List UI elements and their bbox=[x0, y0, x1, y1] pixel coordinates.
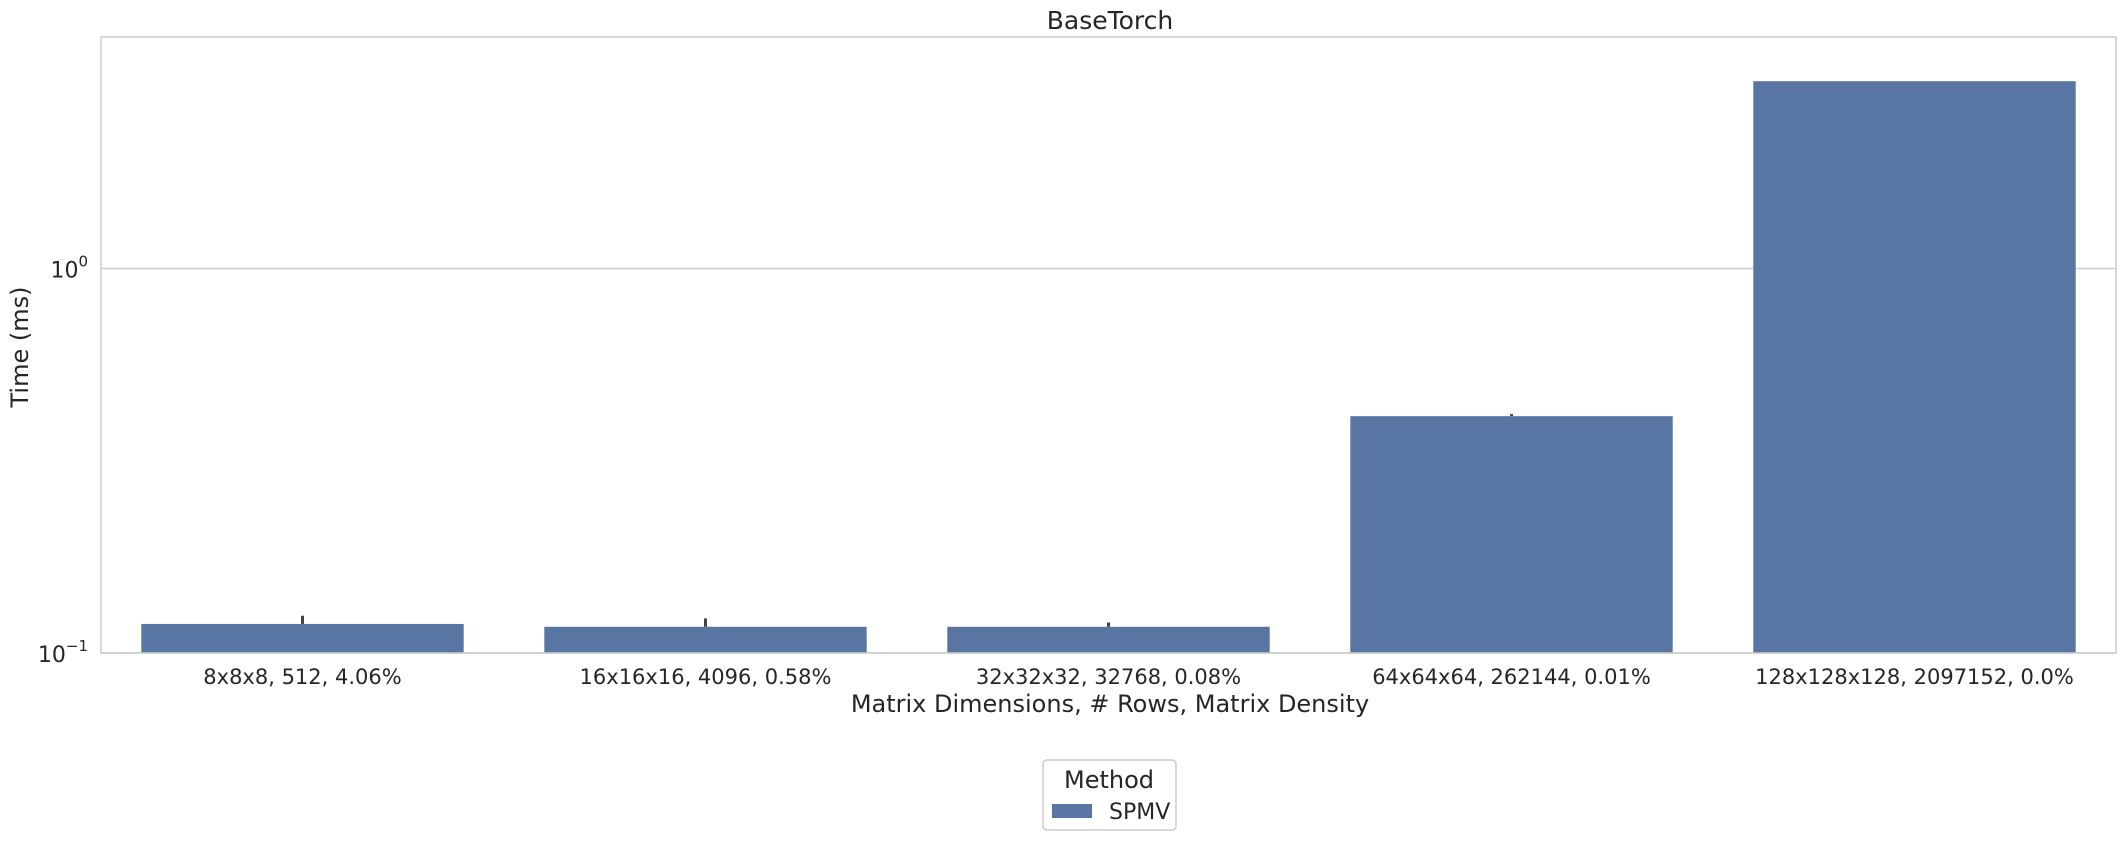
x-tick-label: 8x8x8, 512, 4.06% bbox=[203, 665, 401, 689]
y-tick-label: 10−1 bbox=[38, 637, 88, 668]
y-axis-label: Time (ms) bbox=[6, 287, 34, 409]
error-bars bbox=[301, 414, 1513, 627]
x-tick-labels: 8x8x8, 512, 4.06% 16x16x16, 4096, 0.58% 32… bbox=[203, 665, 2074, 689]
bar bbox=[1753, 81, 2076, 653]
bar bbox=[1350, 416, 1673, 653]
y-tick-label: 100 bbox=[50, 252, 88, 283]
legend: Method SPMV bbox=[1042, 759, 1177, 831]
x-axis-label: Matrix Dimensions, # Rows, Matrix Densit… bbox=[851, 690, 1369, 718]
legend-title: Method bbox=[1064, 766, 1154, 794]
plot-frame bbox=[100, 36, 2117, 654]
bar bbox=[544, 626, 867, 653]
x-tick-label: 64x64x64, 262144, 0.01% bbox=[1372, 665, 1651, 689]
bar bbox=[947, 626, 1270, 653]
x-tick-label: 32x32x32, 32768, 0.08% bbox=[976, 665, 1241, 689]
bars bbox=[141, 81, 2076, 653]
bar bbox=[141, 623, 464, 653]
x-tick-label: 16x16x16, 4096, 0.58% bbox=[580, 665, 832, 689]
x-tick-label: 128x128x128, 2097152, 0.0% bbox=[1755, 665, 2074, 689]
chart-title: BaseTorch bbox=[1047, 6, 1174, 35]
legend-entry-label: SPMV bbox=[1109, 800, 1170, 825]
y-tick-labels: 10−1 100 bbox=[38, 252, 88, 668]
legend-swatch bbox=[1052, 804, 1092, 818]
